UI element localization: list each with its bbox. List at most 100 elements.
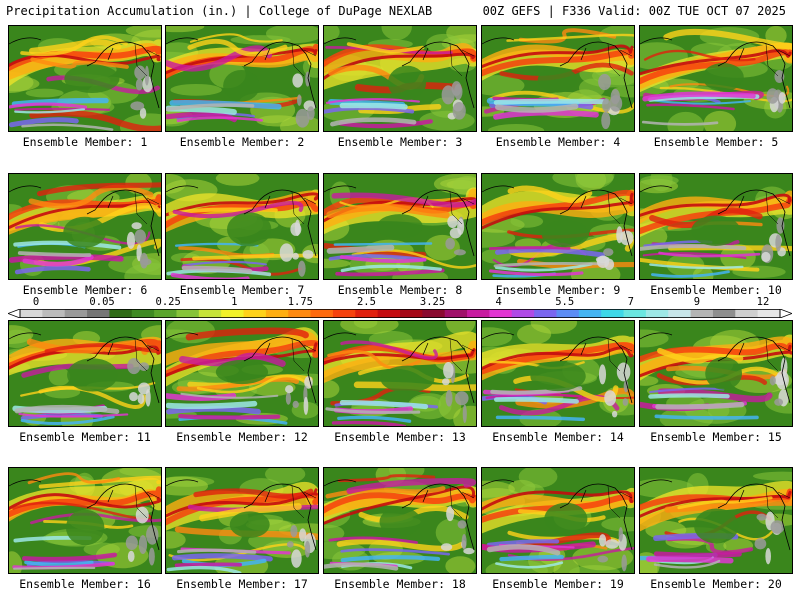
colorbar-tick-label: 7 [627, 296, 634, 308]
colorbar-tick-label: 1 [231, 296, 238, 308]
ensemble-member-panel [323, 467, 477, 574]
coastline-alaska [717, 47, 745, 67]
precip-band [12, 501, 152, 521]
coastline-asia [166, 185, 199, 193]
precip-band [179, 352, 286, 367]
light-amount-area [775, 234, 782, 252]
tropical-precip-band [494, 247, 606, 258]
ensemble-member-panel [639, 467, 793, 574]
light-amount-area [285, 385, 294, 394]
colorbar-outline [19, 309, 781, 318]
tropical-precip-band [325, 98, 420, 104]
precip-band [38, 475, 161, 489]
colorbar-swatch [400, 309, 423, 318]
light-amount-area [445, 389, 453, 407]
tropical-precip-band [166, 103, 255, 111]
tropical-precip-band [333, 242, 433, 246]
political-borders [607, 338, 633, 372]
tropical-precip-band [339, 255, 427, 263]
tropical-precip-band [493, 98, 609, 106]
ensemble-member-panel [165, 320, 319, 427]
tropical-precip-band [647, 98, 751, 105]
tropical-precip-band [488, 246, 571, 251]
tropical-precip-band [340, 555, 441, 563]
storm-track-band [324, 485, 476, 525]
storm-track-band [9, 342, 161, 376]
storm-track-band [482, 44, 634, 69]
light-amount-area [623, 380, 629, 393]
dry-region [380, 365, 435, 393]
political-borders [449, 43, 475, 77]
colorbar-tick-label: 3.25 [419, 296, 446, 308]
precip-map [640, 468, 792, 573]
coastline-alaska [401, 195, 429, 215]
ensemble-member-panel [481, 320, 635, 427]
tropical-precip-band [642, 91, 756, 102]
light-precip-area [445, 556, 476, 573]
precip-band [518, 28, 617, 44]
coastline-asia [482, 185, 515, 193]
coastline-alaska [717, 195, 745, 215]
precip-map [324, 321, 476, 426]
tropical-precip-band [13, 566, 96, 570]
coastline-asia [9, 479, 42, 487]
precip-band [192, 253, 318, 261]
ensemble-member-panel [165, 25, 319, 132]
coastline-north-america [573, 41, 633, 109]
political-borders [134, 485, 160, 519]
ensemble-member-label: Ensemble Member: 2 [179, 135, 305, 149]
light-amount-area [129, 392, 138, 402]
dry-region [694, 508, 739, 544]
storm-track-band [166, 339, 318, 378]
light-precip-area [124, 262, 161, 279]
dry-region [65, 509, 105, 546]
coastline-asia [482, 332, 515, 340]
colorbar-swatch [534, 309, 557, 318]
light-precip-area [340, 321, 399, 335]
dry-region [379, 507, 422, 537]
ensemble-member-panel [8, 173, 162, 280]
coastline-alaska [717, 342, 745, 362]
light-amount-area [463, 547, 475, 555]
dry-region [226, 212, 272, 247]
colorbar-swatch [109, 309, 133, 318]
political-borders [607, 485, 633, 519]
tropical-precip-band [646, 556, 734, 564]
light-amount-area [126, 231, 136, 249]
tropical-precip-band [340, 548, 451, 556]
ensemble-member-panel [481, 173, 635, 280]
precip-band [168, 207, 278, 216]
precip-map [324, 468, 476, 573]
political-borders [449, 485, 475, 519]
light-amount-area [441, 85, 455, 105]
coastline-alaska [559, 342, 587, 362]
dry-region [64, 64, 120, 93]
tropical-precip-band [166, 565, 242, 573]
light-amount-area [298, 528, 307, 542]
political-borders [291, 43, 317, 77]
political-borders [449, 338, 475, 372]
precip-map [324, 174, 476, 279]
ensemble-member-label: Ensemble Member: 20 [650, 577, 782, 591]
tropical-precip-band [181, 265, 253, 274]
precip-band [664, 499, 792, 513]
tropical-precip-band [14, 265, 91, 275]
colorbar-swatch [668, 309, 692, 318]
precip-band [44, 343, 161, 354]
dry-region [544, 502, 588, 535]
precip-band [29, 109, 161, 131]
political-borders [134, 338, 160, 372]
precip-map [9, 468, 161, 573]
coastline-north-america [100, 189, 160, 257]
colorbar-swatch [757, 309, 781, 318]
ensemble-member-panel [323, 320, 477, 427]
light-precip-area [215, 174, 260, 186]
storm-track-band [166, 48, 318, 75]
tropical-precip-band [326, 244, 395, 254]
precip-band [199, 503, 302, 522]
tropical-precip-band [331, 420, 407, 426]
dry-region [67, 358, 118, 392]
tropical-precip-band [649, 263, 744, 270]
ensemble-member-label: Ensemble Member: 18 [334, 577, 466, 591]
tropical-precip-band [11, 97, 109, 107]
